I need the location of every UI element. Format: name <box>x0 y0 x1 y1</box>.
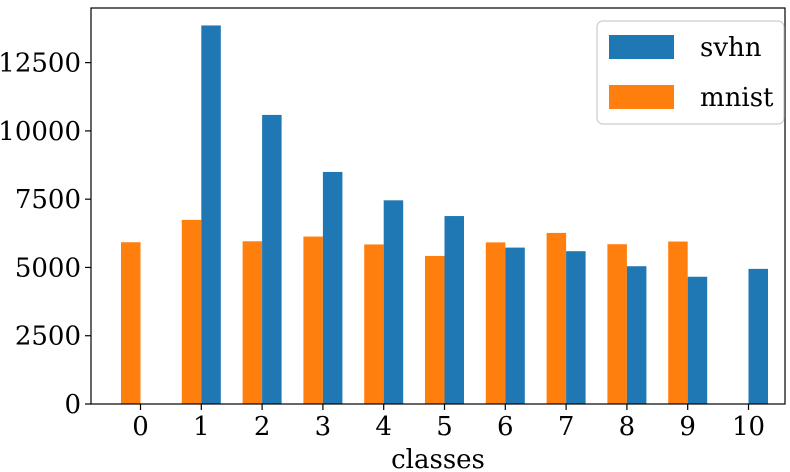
y-tick-label: 0 <box>64 390 81 420</box>
x-tick-label: 2 <box>254 412 271 442</box>
bar-svhn-class-2 <box>262 114 282 405</box>
x-tick-label: 3 <box>315 412 332 442</box>
y-tick-label: 12500 <box>0 49 81 79</box>
bar-mnist-class-2 <box>242 241 263 404</box>
x-axis-label: classes <box>391 445 485 472</box>
bar-svhn-class-8 <box>626 266 647 404</box>
bar-svhn-class-3 <box>322 171 343 404</box>
plot-frame <box>90 7 786 405</box>
y-tick-label: 2500 <box>15 322 81 352</box>
legend-label-mnist: mnist <box>700 83 774 113</box>
bar-svhn-class-4 <box>383 200 404 404</box>
bar-mnist-class-6 <box>485 242 506 404</box>
x-tick-label: 1 <box>193 412 210 442</box>
bar-mnist-class-3 <box>303 236 323 404</box>
bar-svhn-class-5 <box>444 216 464 404</box>
bars-group <box>121 25 768 405</box>
bar-mnist-class-8 <box>607 244 627 404</box>
x-tick-label: 7 <box>558 412 575 442</box>
bar-mnist-class-9 <box>668 241 688 404</box>
y-tick-label: 10000 <box>0 117 81 147</box>
x-axis-ticks: 0 1 2 3 4 5 6 7 8 9 10 <box>132 404 765 442</box>
bar-svhn-class-10 <box>748 268 768 404</box>
bar-mnist-class-5 <box>425 255 445 404</box>
legend-swatch-mnist <box>609 85 674 109</box>
x-tick-label: 6 <box>497 412 514 442</box>
legend-label-svhn: svhn <box>700 33 762 63</box>
y-axis-ticks: 0 2500 5000 7500 10000 12500 <box>0 49 91 420</box>
legend: svhn mnist <box>596 20 785 125</box>
bar-svhn-class-6 <box>505 247 525 404</box>
x-tick-label: 5 <box>436 412 453 442</box>
bar-mnist-class-7 <box>546 232 567 404</box>
x-tick-label: 8 <box>619 412 636 442</box>
x-tick-label: 9 <box>679 412 696 442</box>
bar-svhn-class-9 <box>687 276 708 404</box>
y-tick-label: 5000 <box>15 253 81 283</box>
bar-svhn-class-7 <box>566 251 586 404</box>
legend-swatch-svhn <box>609 35 674 59</box>
bar-svhn-class-1 <box>201 25 221 404</box>
bar-mnist-class-0 <box>121 242 141 404</box>
bar-mnist-class-1 <box>181 219 202 404</box>
y-tick-label: 7500 <box>15 185 81 215</box>
x-tick-label: 4 <box>375 412 392 442</box>
bar-mnist-class-4 <box>364 244 384 404</box>
x-tick-label: 10 <box>732 412 765 442</box>
x-tick-label: 0 <box>132 412 149 442</box>
